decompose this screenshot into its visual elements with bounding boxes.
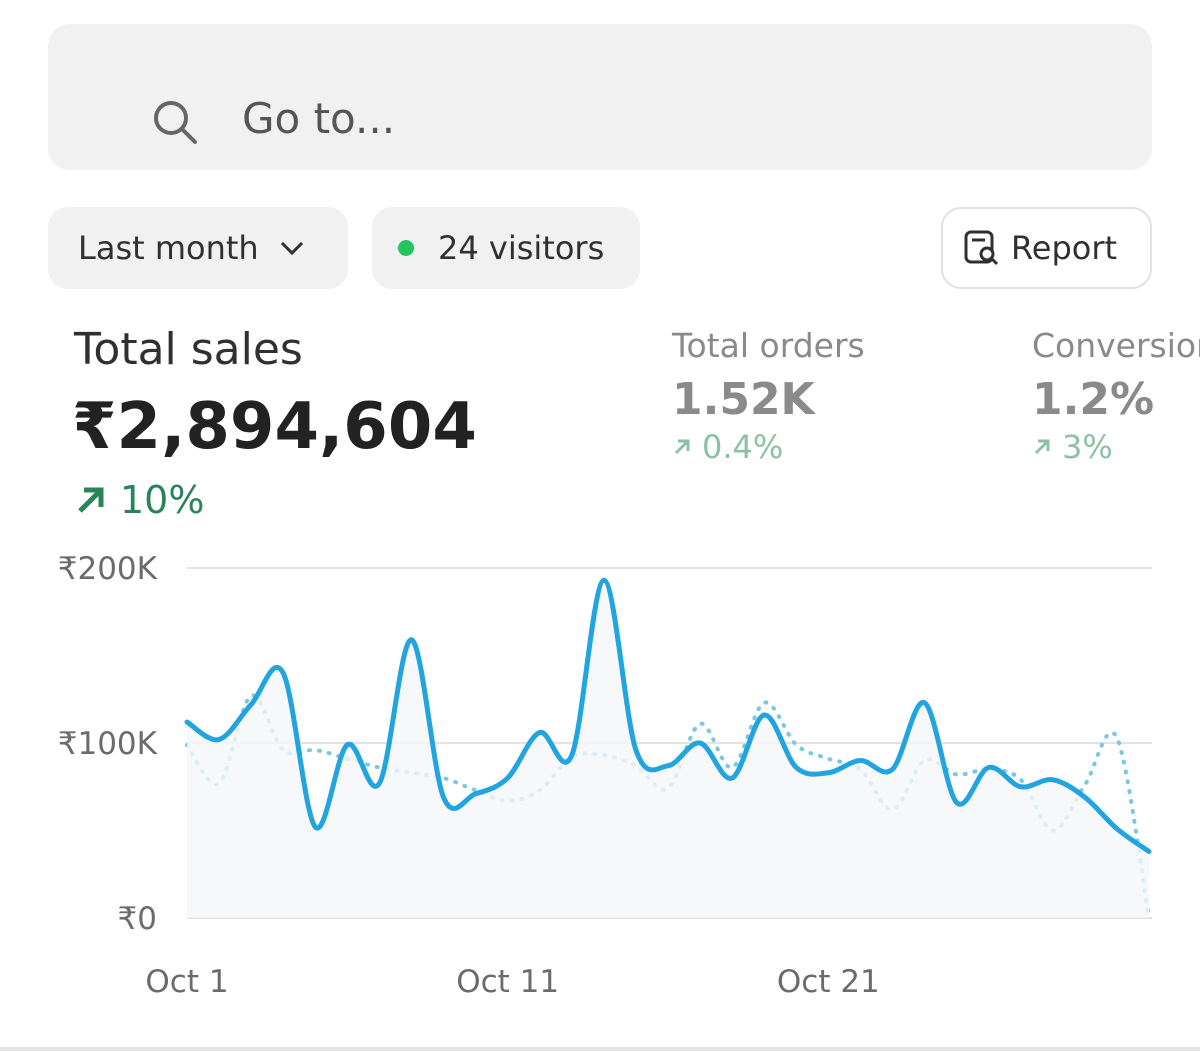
visitors-label: 24 visitors (438, 229, 605, 267)
x-tick-label: Oct 21 (777, 964, 880, 1000)
series-line (184, 577, 1152, 854)
metric-change: 10% (74, 478, 204, 522)
period-label: Last month (78, 229, 259, 267)
metric-label: Conversion rate (1032, 326, 1200, 365)
up-arrow (674, 439, 690, 455)
visitors-button[interactable]: 24 visitors (372, 207, 640, 289)
report-label: Report (1011, 229, 1118, 267)
up-arrow (78, 487, 104, 513)
up-arrow (1034, 439, 1050, 455)
y-tick-label: ₹200K (58, 551, 158, 587)
x-tick-label: Oct 1 (145, 964, 228, 1000)
live-dot (398, 240, 414, 256)
metric-value: 1.52K (672, 374, 815, 425)
metric-change-text: 10% (120, 478, 205, 522)
y-tick-label: ₹0 (118, 901, 157, 937)
x-tick-label: Oct 11 (456, 964, 559, 1000)
metric-change-text: 0.4% (702, 428, 784, 466)
metric-change: 3% (1032, 428, 1113, 466)
chevron (280, 241, 303, 256)
y-tick-label: ₹100K (58, 726, 158, 762)
period-button[interactable]: Last month (48, 207, 348, 289)
metric-value: ₹2,894,604 (72, 390, 477, 464)
metric-change: 0.4% (672, 428, 783, 466)
metric-label: Total orders (672, 326, 865, 365)
report-icon (964, 230, 999, 266)
search-box[interactable]: Go to... (48, 24, 1152, 170)
area (187, 580, 1149, 918)
metric-value: 1.2% (1032, 374, 1155, 425)
metric-change-text: 3% (1062, 428, 1113, 466)
search-icon (154, 101, 197, 144)
report-button[interactable]: Report (941, 207, 1152, 289)
metric-label: Total sales (74, 324, 303, 375)
search-placeholder: Go to... (242, 94, 396, 143)
